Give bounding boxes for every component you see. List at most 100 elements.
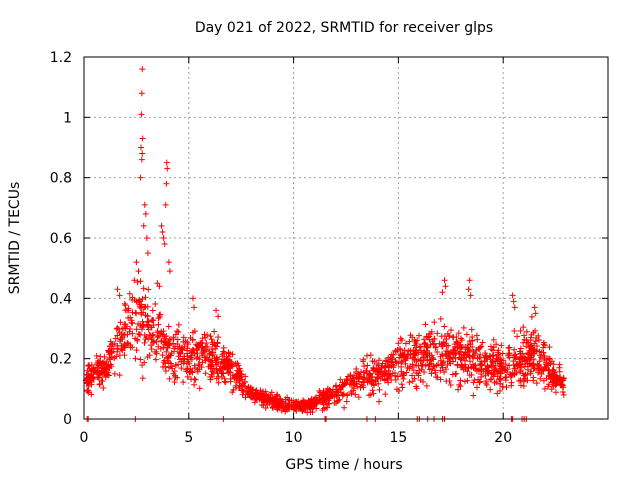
data-point xyxy=(149,307,156,314)
data-point xyxy=(372,377,379,384)
data-point xyxy=(170,340,177,347)
data-point xyxy=(523,337,530,344)
data-point xyxy=(369,358,376,365)
data-point xyxy=(227,375,234,382)
data-point xyxy=(187,369,194,376)
data-point xyxy=(226,350,233,357)
data-point xyxy=(504,366,511,373)
data-point xyxy=(407,363,414,370)
data-point xyxy=(396,387,403,394)
data-point xyxy=(483,378,490,385)
data-point xyxy=(244,390,251,397)
data-point xyxy=(455,386,462,393)
data-point xyxy=(548,358,555,365)
data-point xyxy=(137,278,144,285)
data-point xyxy=(475,345,482,352)
data-point xyxy=(468,326,475,333)
data-point xyxy=(188,376,195,383)
data-point xyxy=(353,365,360,372)
data-point xyxy=(552,372,559,379)
data-point xyxy=(201,354,208,361)
data-point xyxy=(139,66,146,73)
data-point xyxy=(88,391,95,398)
data-point xyxy=(524,371,531,378)
data-point xyxy=(473,384,480,391)
data-point xyxy=(117,319,124,326)
data-point xyxy=(444,361,451,368)
data-point xyxy=(320,390,327,397)
data-point xyxy=(213,375,220,382)
data-point xyxy=(493,378,500,385)
data-point xyxy=(138,144,145,151)
data-point xyxy=(560,384,567,391)
axis-ticks: 0 5 10 15 20 0 0.2 0.4 0.6 0.8 1 1.2 xyxy=(50,50,608,446)
data-point xyxy=(457,356,464,363)
data-point xyxy=(243,387,250,394)
data-point xyxy=(503,384,510,391)
data-point xyxy=(465,286,472,293)
y-tick-label: 0.4 xyxy=(50,291,72,307)
data-point xyxy=(341,379,348,386)
data-point xyxy=(194,368,201,375)
data-point xyxy=(394,347,401,353)
data-point xyxy=(198,344,205,351)
data-point xyxy=(133,310,140,317)
data-point xyxy=(171,378,178,385)
data-point xyxy=(354,383,361,390)
data-point xyxy=(431,319,438,326)
data-point xyxy=(262,405,269,412)
data-point xyxy=(220,344,227,351)
data-point xyxy=(505,351,512,358)
data-point xyxy=(165,323,172,330)
data-point xyxy=(441,323,448,330)
data-point xyxy=(484,362,491,369)
data-point xyxy=(144,250,151,257)
data-point xyxy=(559,381,566,388)
data-point xyxy=(138,111,145,118)
data-point xyxy=(180,360,187,367)
data-point xyxy=(481,357,488,364)
data-point xyxy=(523,343,530,350)
data-point xyxy=(511,328,518,335)
data-point xyxy=(406,379,413,386)
data-point xyxy=(216,366,223,373)
data-point xyxy=(552,389,559,396)
data-point xyxy=(114,325,121,332)
data-point xyxy=(441,369,448,376)
data-point xyxy=(340,390,347,397)
data-point xyxy=(181,356,188,363)
data-point xyxy=(175,321,182,328)
data-point xyxy=(211,365,218,372)
y-tick-label: 0.6 xyxy=(50,231,72,247)
data-point xyxy=(116,352,123,359)
data-point xyxy=(324,404,331,411)
data-point xyxy=(442,283,449,290)
data-point xyxy=(282,396,289,403)
data-point xyxy=(541,363,548,370)
data-point xyxy=(533,380,540,387)
data-point xyxy=(133,326,140,333)
data-point xyxy=(135,331,142,338)
data-point xyxy=(145,286,152,293)
data-point xyxy=(429,355,436,362)
data-point xyxy=(160,359,167,366)
data-point xyxy=(528,342,535,349)
data-point xyxy=(346,381,353,388)
data-point xyxy=(137,331,144,338)
data-point xyxy=(203,340,210,347)
x-axis-label: GPS time / hours xyxy=(285,457,402,473)
data-point xyxy=(184,345,191,352)
data-point xyxy=(272,401,279,408)
data-point xyxy=(388,351,395,358)
data-point xyxy=(129,320,136,327)
data-point xyxy=(171,368,178,375)
data-point xyxy=(497,380,504,387)
data-point xyxy=(469,353,476,360)
data-point xyxy=(225,369,232,376)
data-point xyxy=(207,373,214,380)
data-point xyxy=(224,357,231,364)
data-point xyxy=(513,369,520,376)
data-point xyxy=(416,344,423,351)
data-point xyxy=(309,408,316,415)
data-point xyxy=(428,328,435,335)
